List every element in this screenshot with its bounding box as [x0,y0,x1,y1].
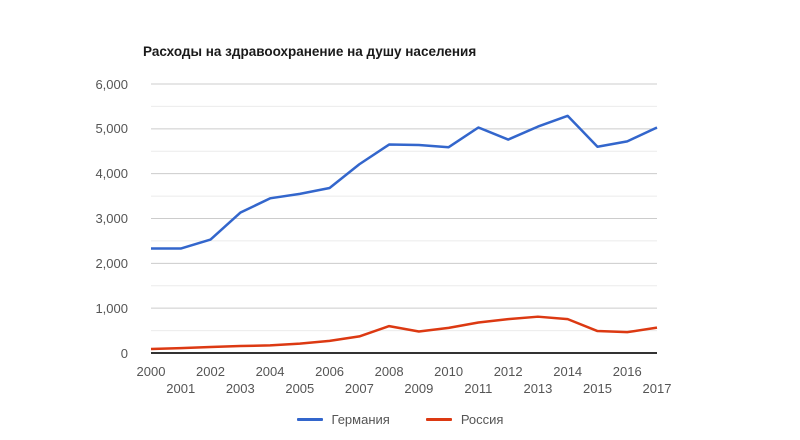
series-line-russia [150,315,658,351]
x-axis-tick-label: 2001 [166,381,196,396]
legend-label: Россия [460,411,504,427]
x-axis-tick-label: 2006 [315,364,345,379]
x-axis-tick-label: 2013 [523,381,553,396]
legend-item-russia: Россия [425,411,504,427]
y-axis-tick-label: 4,000 [95,166,128,182]
x-axis-tick-label: 2011 [464,381,493,396]
y-axis-tick-label: 0 [120,345,128,361]
x-axis-tick-label: 2016 [612,364,642,379]
y-axis-tick-label: 6,000 [95,76,128,92]
y-axis-tick-label: 5,000 [95,121,128,137]
x-axis-tick-label: 2017 [642,381,672,396]
legend-line-swatch [296,417,323,421]
x-axis-tick-label: 2015 [583,381,612,396]
y-axis-tick-label: 3,000 [95,211,128,226]
legend-item-germany: Германия [296,411,390,427]
x-axis-tick-label: 2009 [404,381,434,396]
y-axis-tick-label: 2,000 [95,255,128,271]
series-line-germany [151,114,658,250]
y-axis-tick-label: 1,000 [95,300,128,316]
x-axis-tick-label: 2002 [196,364,225,379]
legend: Германия Россия [0,410,800,428]
x-axis-tick-label: 2010 [434,364,464,379]
x-axis-tick-label: 2014 [553,364,583,379]
x-axis-tick-label: 2005 [285,381,315,396]
chart-title: Расходы на здравоохранение на душу насел… [143,44,477,59]
x-axis-tick-label: 2004 [255,364,285,379]
x-axis-tick-label: 2000 [136,364,166,379]
legend-label: Германия [331,411,390,427]
x-axis-tick-label: 2007 [344,381,374,396]
x-axis-tick-label: 2003 [225,381,255,396]
x-axis-tick-label: 2012 [493,364,523,379]
x-axis-tick-label: 2008 [374,364,404,379]
legend-line-swatch [425,417,452,421]
